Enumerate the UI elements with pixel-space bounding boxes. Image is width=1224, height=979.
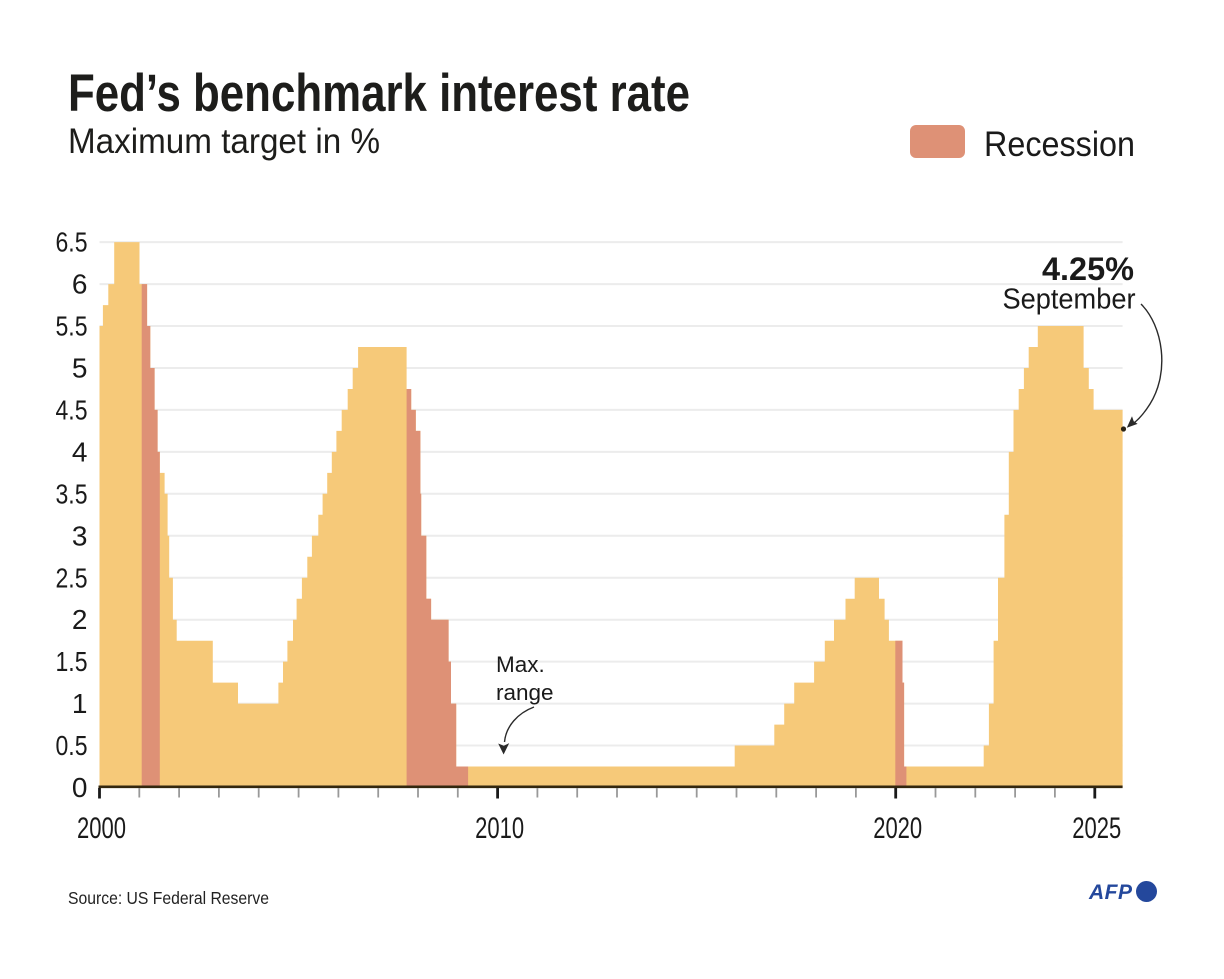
svg-text:4: 4 (72, 436, 88, 467)
svg-text:2025: 2025 (1072, 812, 1121, 845)
svg-text:2010: 2010 (475, 812, 524, 845)
svg-text:September: September (1003, 284, 1136, 316)
svg-text:2000: 2000 (77, 812, 126, 845)
svg-text:2020: 2020 (873, 812, 922, 845)
svg-text:6.5: 6.5 (56, 227, 88, 258)
svg-text:2.5: 2.5 (56, 562, 88, 593)
svg-text:5: 5 (72, 353, 88, 384)
svg-text:0.5: 0.5 (56, 730, 88, 761)
svg-text:2: 2 (72, 604, 88, 635)
svg-text:Fed’s benchmark interest rate: Fed’s benchmark interest rate (68, 64, 690, 123)
svg-text:6: 6 (72, 269, 88, 300)
svg-text:range: range (496, 680, 554, 705)
svg-text:Maximum target in %: Maximum target in % (68, 122, 380, 161)
svg-text:4.5: 4.5 (56, 394, 88, 425)
svg-text:0: 0 (72, 772, 88, 803)
svg-text:Max.: Max. (496, 652, 545, 677)
svg-text:4.25%: 4.25% (1042, 251, 1134, 287)
svg-text:3.5: 3.5 (56, 478, 88, 509)
svg-text:Recession: Recession (984, 125, 1135, 164)
svg-text:3: 3 (72, 520, 88, 551)
svg-text:1: 1 (72, 688, 88, 719)
svg-text:1.5: 1.5 (56, 646, 88, 677)
svg-text:5.5: 5.5 (56, 311, 88, 342)
svg-text:Source: US Federal Reserve: Source: US Federal Reserve (68, 888, 269, 908)
svg-text:AFP: AFP (1088, 881, 1133, 904)
